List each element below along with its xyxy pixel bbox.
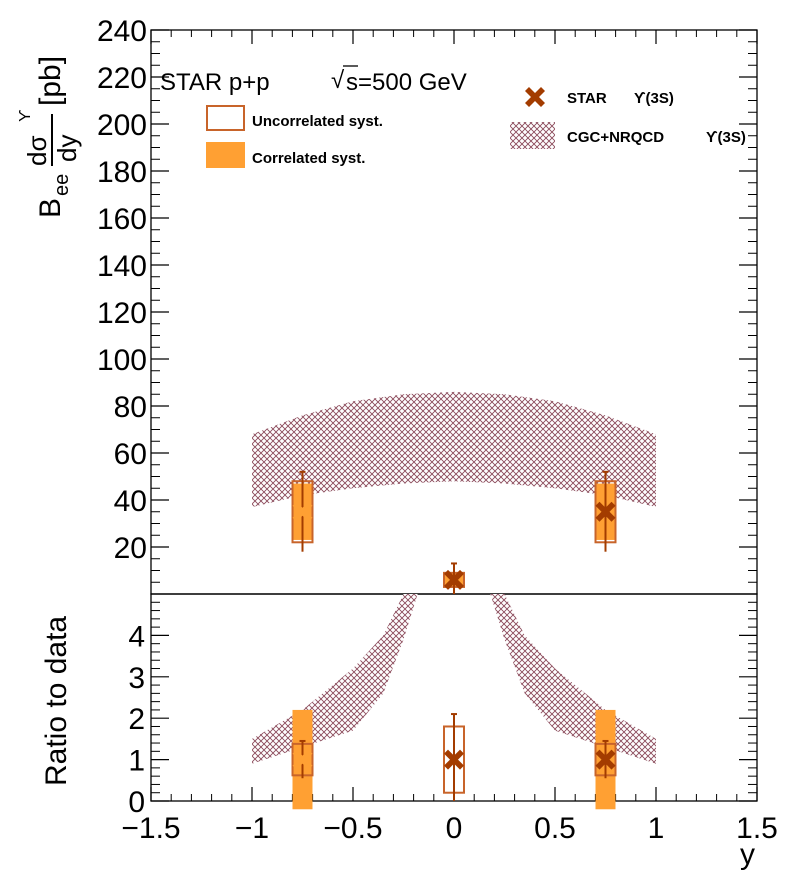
top-y-tick-label: 80 [114,391,147,424]
bottom-model-band-left [252,594,418,764]
legend-correlated-label: Correlated syst. [252,150,365,167]
legend-correlated-swatch [206,142,245,168]
x-tick-label: −1 [235,812,269,845]
ylabel-main: B [34,198,67,218]
legend-uncorrelated-label: Uncorrelated syst. [252,113,383,130]
top-model-band [252,391,656,508]
top-model-band-group [252,391,656,508]
legend-model-label: CGC+NRQCD [567,129,664,146]
x-axis-title: y [740,838,755,871]
ylabel-frac-den: dy [52,135,82,162]
legend-star-marker [525,87,545,107]
ylabel-unit: [pb] [34,56,67,106]
bottom-y-tick-label: 0 [128,786,145,819]
top-point-marker [292,501,313,522]
x-tick-label: 1 [648,812,665,845]
top-point-marker [444,569,464,590]
energy-label: s=500 GeV [346,69,467,96]
top-data-points [291,470,617,594]
top-y-tick-label: 60 [114,438,147,471]
top-y-tick-label: 100 [97,344,147,377]
ylabel-frac-num: dσ [22,135,52,166]
ylabel-sub: ee [51,174,73,196]
top-y-tick-label: 220 [97,62,147,95]
legend-star-state: ϒ(3S) [634,90,674,107]
bottom-point-marker [292,749,313,770]
experiment-label: STAR p+p [160,69,270,96]
top-y-tick-label: 180 [97,156,147,189]
legend-model-swatch [510,122,555,149]
x-tick-label: 0 [446,812,463,845]
ylabel-frac-sup: ϒ [17,109,34,122]
top-y-tick-label: 160 [97,203,147,236]
bottom-model-band-right [490,594,656,764]
top-y-tick-label: 20 [114,532,147,565]
top-y-tick-label: 140 [97,250,147,283]
bottom-y-tick-label: 4 [128,620,145,653]
legend-uncorrelated-swatch [206,105,245,131]
top-y-tick-label: 120 [97,297,147,330]
bottom-y-axis-title: Ratio to data [40,616,73,786]
x-tick-label: 1.5 [736,812,778,845]
bottom-point-marker [444,749,464,770]
legend-star-label: STAR [567,90,607,107]
top-y-tick-label: 200 [97,109,147,142]
x-tick-label: −1.5 [121,812,180,845]
x-tick-label: −0.5 [323,812,382,845]
sqrt-symbol: √ [331,67,345,94]
top-panel-frame [150,29,758,595]
bottom-y-tick-label: 3 [128,662,145,695]
top-y-tick-label: 40 [114,485,147,518]
bottom-axis-ticks: 0 1 2 3 4 −1.5 −1 −0.5 0 0.5 1 1.5 [121,30,778,845]
top-y-tick-label: 240 [97,15,147,48]
top-y-axis-title: B ee dσ ϒ dy [pb] [17,56,82,218]
bottom-point-marker [595,749,616,770]
top-y-axis-ticks: 20 40 60 80 100 120 140 160 180 200 220 240 [97,15,757,583]
x-tick-label: 0.5 [534,812,576,845]
bottom-y-tick-label: 2 [128,703,145,736]
top-point-marker [595,501,616,522]
bottom-y-tick-label: 1 [128,745,145,778]
bottom-data-points [291,709,617,810]
legend-model-state: ϒ(3S) [706,129,746,146]
